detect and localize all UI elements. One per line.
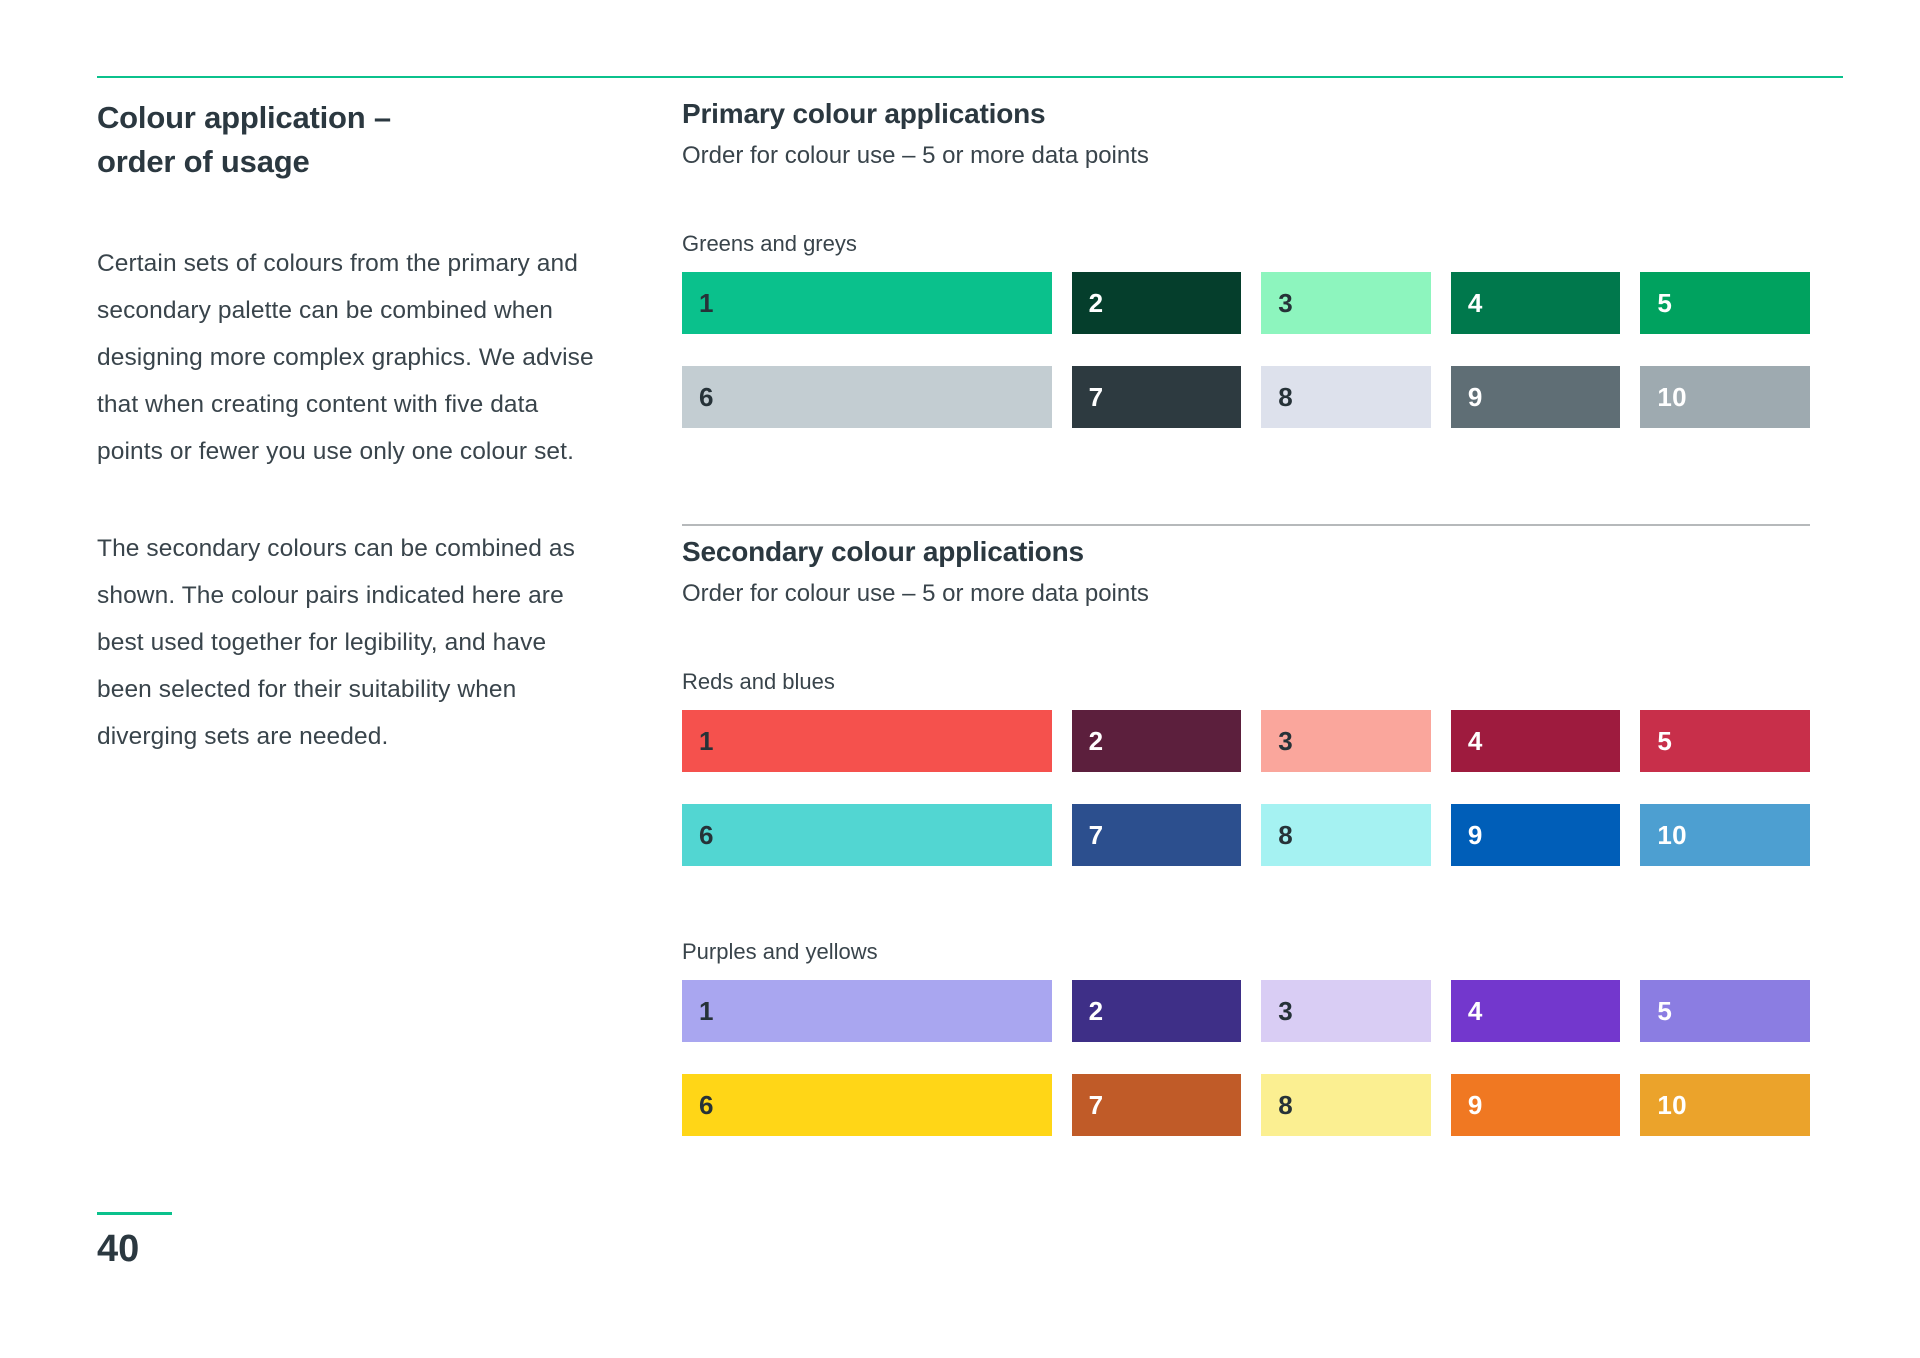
swatch-row: 1 2 3 4 5 <box>682 980 1810 1042</box>
page-title-line-1: Colour application – <box>97 100 391 135</box>
colour-swatch-8: 8 <box>1261 366 1431 428</box>
colour-swatch-7: 7 <box>1071 804 1242 866</box>
colour-swatch-7: 7 <box>1071 366 1242 428</box>
swatch-number: 5 <box>1657 995 1673 1026</box>
page-footer: 40 <box>97 1212 172 1269</box>
section-subtitle: Order for colour use – 5 or more data po… <box>682 580 1149 607</box>
swatch-number: 1 <box>699 287 714 318</box>
colour-swatch-8: 8 <box>1261 1074 1431 1136</box>
colour-swatch-9: 9 <box>1450 366 1621 428</box>
colour-swatch-10: 10 <box>1640 1074 1810 1136</box>
swatch-number: 8 <box>1278 819 1293 850</box>
swatch-number: 8 <box>1278 381 1293 412</box>
section-subtitle: Order for colour use – 5 or more data po… <box>682 142 1149 169</box>
colour-swatch-2: 2 <box>1071 272 1242 334</box>
colour-swatch-2: 2 <box>1071 710 1242 772</box>
page-title-line-2: order of usage <box>97 144 310 179</box>
section-title: Secondary colour applications <box>682 536 1084 567</box>
swatch-number: 1 <box>699 995 714 1026</box>
swatch-number: 10 <box>1657 1089 1687 1120</box>
colour-swatch-10: 10 <box>1640 804 1810 866</box>
colour-swatch-6: 6 <box>682 804 1052 866</box>
swatch-number: 5 <box>1657 725 1673 756</box>
colour-swatch-9: 9 <box>1450 1074 1621 1136</box>
colour-swatch-8: 8 <box>1261 804 1431 866</box>
colour-swatch-1: 1 <box>682 980 1052 1042</box>
swatch-number: 4 <box>1467 995 1483 1026</box>
page-title: Colour application – order of usage <box>97 96 597 184</box>
colour-swatch-2: 2 <box>1071 980 1242 1042</box>
colour-swatch-5: 5 <box>1640 710 1810 772</box>
swatch-number: 10 <box>1657 381 1687 412</box>
colour-swatch-3: 3 <box>1261 710 1431 772</box>
colour-swatch-3: 3 <box>1261 980 1431 1042</box>
page-number: 40 <box>97 1228 140 1270</box>
colour-swatch-10: 10 <box>1640 366 1810 428</box>
swatch-number: 7 <box>1088 819 1104 850</box>
swatch-number: 1 <box>699 725 714 756</box>
swatch-number: 2 <box>1088 725 1104 756</box>
swatch-rows: 1 2 3 4 5 6 7 8 9 10 <box>682 272 1810 428</box>
swatch-group-label: Reds and blues <box>682 669 835 694</box>
swatch-number: 5 <box>1657 287 1673 318</box>
colour-applications-column: Primary colour applications Order for co… <box>682 96 1810 1136</box>
colour-swatch-7: 7 <box>1071 1074 1242 1136</box>
swatch-group-purples-and-yellows: Purples and yellows 1 2 3 4 5 6 7 8 9 10 <box>682 938 1810 1136</box>
footer-accent-rule <box>97 1212 172 1215</box>
swatch-number: 7 <box>1088 381 1104 412</box>
intro-paragraph-1: Certain sets of colours from the primary… <box>97 250 594 465</box>
swatch-number: 6 <box>699 381 714 412</box>
swatch-number: 3 <box>1278 725 1293 756</box>
swatch-row: 6 7 8 9 10 <box>682 1074 1810 1136</box>
swatch-number: 6 <box>699 1089 714 1120</box>
swatch-number: 3 <box>1278 995 1293 1026</box>
colour-swatch-4: 4 <box>1450 710 1621 772</box>
intro-paragraph-2: The secondary colours can be combined as… <box>97 535 575 750</box>
swatch-row: 6 7 8 9 10 <box>682 366 1810 428</box>
swatch-rows: 1 2 3 4 5 6 7 8 9 10 <box>682 710 1810 866</box>
swatch-number: 7 <box>1088 1089 1104 1120</box>
section-secondary-colour-applications: Secondary colour applications Order for … <box>682 534 1810 1136</box>
swatch-number: 10 <box>1657 819 1687 850</box>
swatch-row: 1 2 3 4 5 <box>682 710 1810 772</box>
swatch-group-greens-and-greys: Greens and greys 1 2 3 4 5 6 7 8 9 10 <box>682 230 1810 428</box>
colour-swatch-1: 1 <box>682 272 1052 334</box>
colour-swatch-1: 1 <box>682 710 1052 772</box>
section-divider <box>682 524 1810 526</box>
swatch-group-label: Purples and yellows <box>682 939 878 964</box>
colour-swatch-9: 9 <box>1450 804 1621 866</box>
swatch-row: 1 2 3 4 5 <box>682 272 1810 334</box>
swatch-group-reds-and-blues: Reds and blues 1 2 3 4 5 6 7 8 9 10 <box>682 668 1810 866</box>
colour-swatch-5: 5 <box>1640 272 1810 334</box>
swatch-rows: 1 2 3 4 5 6 7 8 9 10 <box>682 980 1810 1136</box>
swatch-number: 9 <box>1467 381 1483 412</box>
colour-swatch-6: 6 <box>682 1074 1052 1136</box>
colour-swatch-4: 4 <box>1450 980 1621 1042</box>
swatch-number: 2 <box>1088 287 1104 318</box>
section-primary-colour-applications: Primary colour applications Order for co… <box>682 96 1810 428</box>
top-accent-rule <box>97 76 1843 78</box>
colour-swatch-3: 3 <box>1261 272 1431 334</box>
swatch-number: 9 <box>1467 819 1483 850</box>
swatch-number: 6 <box>699 819 714 850</box>
swatch-number: 8 <box>1278 1089 1293 1120</box>
swatch-row: 6 7 8 9 10 <box>682 804 1810 866</box>
swatch-number: 2 <box>1088 995 1104 1026</box>
swatch-group-label: Greens and greys <box>682 231 857 256</box>
swatch-number: 9 <box>1467 1089 1483 1120</box>
colour-swatch-5: 5 <box>1640 980 1810 1042</box>
section-title: Primary colour applications <box>682 98 1046 129</box>
swatch-number: 4 <box>1467 287 1483 318</box>
colour-swatch-6: 6 <box>682 366 1052 428</box>
swatch-number: 4 <box>1467 725 1483 756</box>
intro-column: Colour application – order of usage Certa… <box>97 96 597 1136</box>
colour-swatch-4: 4 <box>1450 272 1621 334</box>
swatch-number: 3 <box>1278 287 1293 318</box>
